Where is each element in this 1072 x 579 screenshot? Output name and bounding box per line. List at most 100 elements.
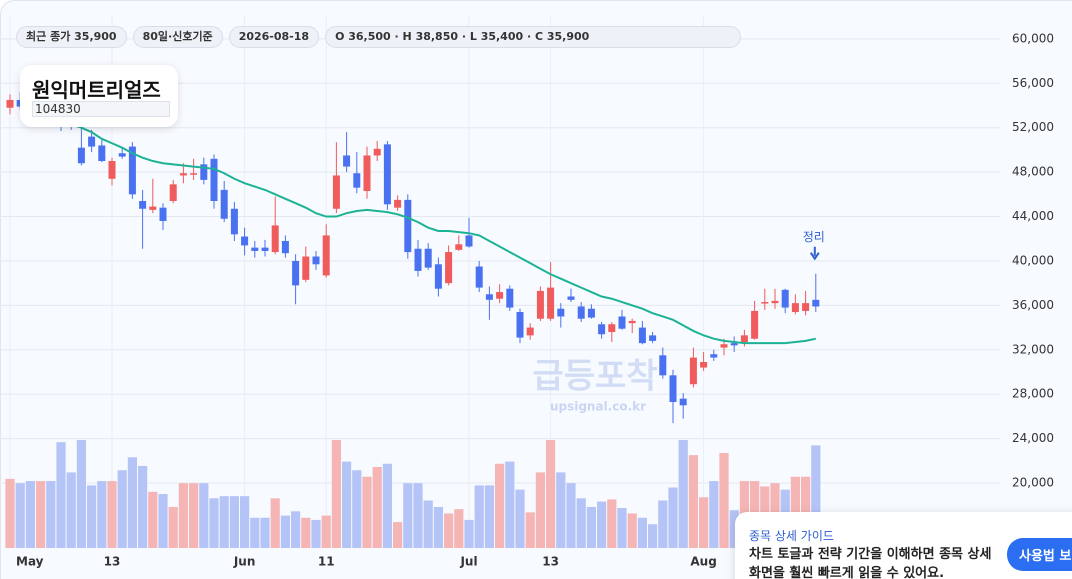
volume-bar [474, 485, 484, 548]
volume-bar [729, 510, 739, 548]
volume-bar [36, 481, 46, 548]
volume-bar [382, 463, 392, 548]
volume-bar [413, 483, 423, 548]
candle-body [608, 324, 616, 333]
candle-body [292, 260, 300, 286]
volume-bar [648, 524, 658, 548]
volume-bar [393, 522, 403, 548]
stock-card: 원익머트리얼즈 104830 [20, 65, 178, 127]
volume-bar [525, 512, 535, 548]
volume-bar [566, 483, 576, 548]
candle-body [536, 290, 544, 319]
volume-bar [637, 517, 647, 548]
watermark-url: upsignal.co.kr [550, 400, 646, 414]
candle-body [383, 144, 391, 205]
guide-title: 종목 상세 가이드 [749, 529, 834, 543]
volume-bar [87, 485, 97, 548]
chip: 최근 종가 35,900 [16, 26, 127, 48]
annotation: 정리 [803, 230, 825, 244]
volume-bar [597, 501, 607, 548]
volume-bar [178, 483, 188, 548]
volume-bar [454, 509, 464, 548]
stock-code: 104830 [32, 101, 170, 117]
y-tick-label: 20,000 [1012, 476, 1054, 490]
volume-bar [138, 465, 148, 548]
candle-body [455, 244, 463, 250]
y-tick-label: 28,000 [1012, 387, 1054, 401]
volume-bar [76, 440, 86, 548]
volume-bar [688, 455, 698, 548]
candle-body [6, 99, 14, 108]
x-tick-label: Jul [459, 555, 477, 569]
candle-body [363, 155, 371, 192]
volume-bar [331, 440, 341, 548]
candle-body [485, 294, 493, 300]
candle-body [139, 200, 147, 209]
volume-bar [56, 442, 66, 548]
volume-bar [321, 515, 331, 548]
volume-bar [107, 481, 117, 548]
candle-body [322, 235, 330, 276]
volume-bar [209, 498, 219, 548]
y-tick-label: 40,000 [1012, 253, 1054, 267]
volume-bar [352, 470, 362, 548]
x-tick-label: 11 [318, 555, 335, 569]
candle-body [598, 324, 606, 335]
candle-body [424, 248, 432, 268]
volume-bar [5, 478, 15, 548]
volume-bar [240, 496, 250, 548]
candle-body [149, 206, 157, 210]
volume-bar [719, 452, 729, 548]
volume-bar [658, 500, 668, 548]
volume-bar [709, 481, 719, 548]
candle-body [496, 292, 504, 299]
candle-body [740, 335, 748, 343]
candle-body [88, 136, 96, 147]
guide-line: 차트 토글과 전략 기간을 이해하면 종목 상세 [749, 547, 992, 562]
info-chips: 최근 종가 35,900 80일·신호기준 2026-08-18 O 36,50… [16, 26, 742, 48]
candle-body [547, 287, 555, 319]
candle-body [118, 153, 126, 157]
volume-bar [372, 467, 382, 548]
candle-body [557, 308, 565, 317]
candle-body [689, 357, 697, 385]
volume-bar [342, 461, 352, 548]
volume-bar [362, 476, 372, 548]
volume-bar [127, 457, 137, 548]
volume-bar [168, 506, 178, 548]
volume-bar [15, 483, 25, 548]
y-tick-label: 56,000 [1012, 76, 1054, 90]
volume-bar [199, 483, 209, 548]
volume-bar [433, 506, 443, 548]
candle-body [781, 289, 789, 308]
volume-bar [556, 472, 566, 548]
candle-body [516, 312, 524, 338]
x-tick-label: Jun [233, 555, 256, 569]
volume-bar [607, 499, 617, 548]
y-tick-label: 60,000 [1012, 31, 1054, 45]
candle-body [679, 398, 687, 406]
candle-body [587, 308, 595, 318]
volume-bar [515, 489, 525, 548]
guide-button[interactable]: 사용법 보기 [1007, 538, 1072, 571]
candle-body [261, 247, 269, 251]
volume-bar [301, 517, 311, 548]
volume-bar [617, 508, 627, 548]
y-tick-label: 52,000 [1012, 120, 1054, 134]
candle-body [445, 252, 453, 284]
candle-body [128, 146, 136, 195]
volume-bar [699, 497, 709, 548]
candle-body [465, 235, 473, 247]
candle-body [220, 189, 228, 219]
candle-body [649, 335, 657, 341]
candle-body [526, 327, 534, 336]
candle-body [241, 236, 249, 246]
volume-bar [811, 445, 821, 548]
candle-body [343, 155, 351, 167]
volume-bar [66, 472, 76, 548]
volume-bar [148, 491, 158, 548]
volume-bar [484, 485, 494, 548]
candle-body [169, 184, 177, 201]
candle-body [210, 158, 218, 201]
